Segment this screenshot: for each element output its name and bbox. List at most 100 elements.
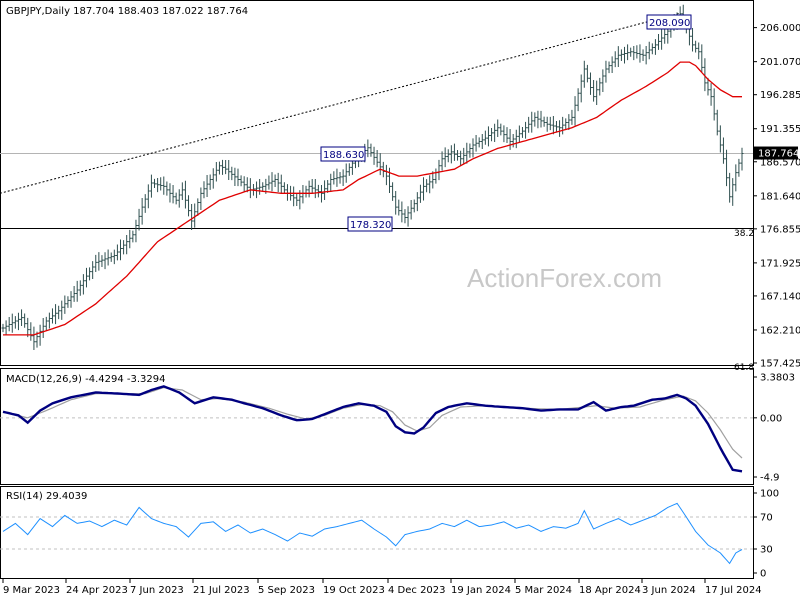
price-bar xyxy=(97,252,101,271)
price-bar xyxy=(23,313,27,328)
price-bar xyxy=(125,235,129,255)
price-bar xyxy=(511,133,515,148)
y-tick-label: 191.355 xyxy=(760,124,800,135)
price-bar xyxy=(341,169,345,187)
macd-panel-frame xyxy=(0,368,754,485)
price-bar xyxy=(26,317,30,338)
price-bar xyxy=(409,199,413,220)
y-tick-label: 201.070 xyxy=(760,57,800,68)
price-bar xyxy=(545,116,549,132)
price-bar xyxy=(273,174,277,188)
rsi-header: RSI(14) 29.4039 xyxy=(6,491,87,502)
price-bar xyxy=(551,116,555,135)
price-bar xyxy=(29,322,33,341)
y-tick-label: 0.00 xyxy=(760,413,782,424)
price-bar xyxy=(69,291,73,308)
price-bar xyxy=(564,118,568,130)
price-bar xyxy=(558,120,562,137)
price-bar xyxy=(480,134,484,149)
price-bar xyxy=(239,175,243,187)
mid-low-label: 178.320 xyxy=(347,216,393,232)
price-bar xyxy=(332,171,336,185)
price-bar xyxy=(122,240,126,255)
price-bar xyxy=(118,239,122,261)
price-header: GBPJPY,Daily 187.704 188.403 187.022 187… xyxy=(6,6,248,17)
price-bar xyxy=(632,45,636,61)
price-bar xyxy=(57,305,61,320)
price-bar xyxy=(137,208,141,231)
price-bar xyxy=(573,96,577,126)
price-bar xyxy=(715,109,719,136)
price-bar xyxy=(177,189,181,208)
price-bar xyxy=(499,123,503,136)
mid-high-label-text: 188.630 xyxy=(323,150,364,161)
price-bar xyxy=(508,128,512,150)
price-bar xyxy=(582,60,586,88)
x-tick-label: 19 Jan 2024 xyxy=(451,585,511,596)
mid-low-label-text: 178.320 xyxy=(350,220,391,231)
price-y-ticks: 206.000 201.070 196.285 191.355 186.570 181.6… xyxy=(753,23,800,370)
x-tick-label: 24 Apr 2023 xyxy=(66,585,128,596)
last-price-tag: 187.764 xyxy=(754,146,799,160)
price-bar xyxy=(647,41,651,60)
price-bar xyxy=(641,49,645,62)
rsi-panel-frame xyxy=(0,486,754,579)
price-bar xyxy=(731,178,735,206)
y-tick-label: 186.570 xyxy=(760,157,800,168)
price-bar xyxy=(143,194,147,213)
watermark: ActionForex.com xyxy=(467,263,662,293)
price-bar xyxy=(267,175,271,190)
price-bar xyxy=(183,180,187,209)
price-bar xyxy=(88,267,92,281)
price-bar xyxy=(576,88,580,112)
price-bar xyxy=(650,43,654,55)
price-bar xyxy=(449,145,453,164)
y-tick-label: 171.925 xyxy=(760,258,800,269)
price-bar xyxy=(415,192,419,212)
price-bar xyxy=(697,42,701,60)
price-bar xyxy=(319,184,323,203)
price-bar xyxy=(369,143,373,157)
price-bar xyxy=(452,143,456,161)
price-bar xyxy=(242,176,246,193)
price-bar xyxy=(592,79,596,102)
price-bar xyxy=(140,198,144,225)
price-bar xyxy=(153,178,157,188)
price-bar xyxy=(456,150,460,161)
y-tick-label: 0 xyxy=(760,569,766,580)
price-bar xyxy=(483,130,487,145)
price-bar xyxy=(156,178,160,193)
macd-y-ticks: 3.3803 0.00 -4.9 xyxy=(753,373,795,484)
x-tick-label: 4 Dec 2023 xyxy=(388,585,446,596)
price-bar xyxy=(217,161,221,175)
y-tick-label: 206.000 xyxy=(760,23,800,34)
price-bar xyxy=(168,183,172,203)
price-bar xyxy=(570,109,574,125)
moving-average-line xyxy=(3,61,742,336)
price-bar xyxy=(496,119,500,137)
price-bar xyxy=(326,179,330,193)
price-bar xyxy=(490,127,494,142)
price-bar xyxy=(536,110,540,129)
x-tick-label: 9 Mar 2023 xyxy=(3,585,60,596)
x-tick-label: 5 Mar 2024 xyxy=(515,585,572,596)
price-bar xyxy=(7,317,11,332)
price-bar xyxy=(230,166,234,181)
price-bar xyxy=(115,244,119,261)
price-bar xyxy=(131,230,135,243)
price-bar xyxy=(310,178,314,194)
y-tick-label: 196.285 xyxy=(760,90,800,101)
price-bar xyxy=(1,323,5,333)
price-bar xyxy=(505,127,509,144)
price-bar xyxy=(279,174,283,194)
y-tick-label: -4.9 xyxy=(760,473,780,484)
price-bar xyxy=(20,309,24,326)
price-bar xyxy=(412,199,416,213)
price-bar xyxy=(403,209,407,224)
price-bar xyxy=(313,179,317,199)
price-bar xyxy=(601,69,605,92)
price-bar xyxy=(721,137,725,164)
price-bar xyxy=(613,51,617,68)
price-bar xyxy=(196,198,200,216)
y-tick-label: 3.3803 xyxy=(760,373,795,384)
